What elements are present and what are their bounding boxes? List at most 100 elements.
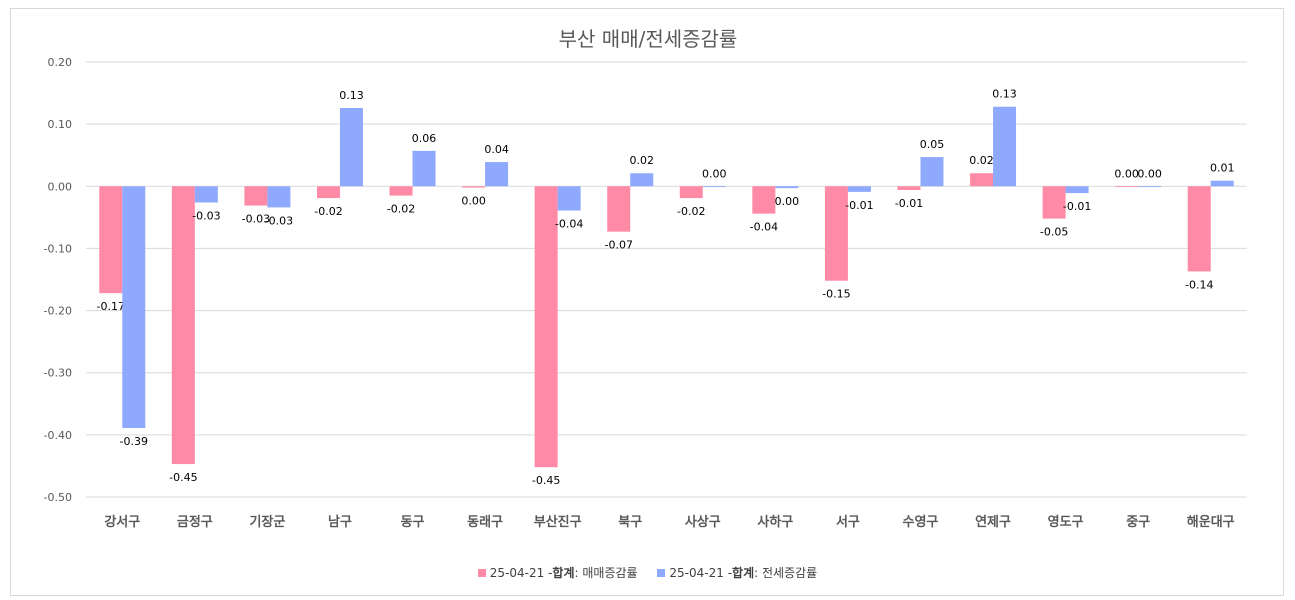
data-label-jeonse: -0.04	[555, 218, 583, 231]
data-label-jeonse: 0.02	[629, 154, 654, 167]
bar-sales	[1115, 186, 1139, 188]
bar-jeonse	[630, 173, 654, 187]
data-label-sales: -0.15	[822, 288, 850, 301]
bar-jeonse	[993, 106, 1017, 187]
data-label-jeonse: -0.01	[845, 199, 873, 212]
legend-suffix-jeonse: : 전세증감률	[754, 566, 818, 580]
x-category-label: 동구	[401, 515, 425, 530]
x-category-label: 기장군	[249, 514, 285, 530]
x-category-label: 수영구	[903, 515, 939, 530]
x-category-label: 사하구	[757, 514, 793, 530]
legend-bold-sales: 합계	[552, 566, 575, 580]
x-category-label: 부산진구	[534, 514, 582, 530]
y-tick-label: -0.20	[44, 305, 72, 318]
data-label-sales: -0.45	[532, 474, 560, 487]
bar-jeonse	[1138, 186, 1162, 188]
data-label-jeonse: 0.13	[992, 88, 1017, 101]
y-tick-label: -0.30	[44, 367, 72, 380]
x-category-label: 사상구	[685, 514, 721, 530]
legend-prefix-jeonse: 25-04-21 -	[669, 565, 733, 580]
x-category-label: 동래구	[467, 515, 503, 530]
legend-item-jeonse: 25-04-21 - 합계 : 전세증감률	[657, 564, 817, 581]
data-label-sales: -0.03	[242, 213, 270, 226]
bar-sales	[534, 186, 558, 468]
y-tick-label: -0.40	[44, 429, 72, 442]
bar-sales	[679, 186, 703, 199]
data-label-jeonse: 0.00	[702, 167, 727, 180]
x-category-label: 강서구	[104, 514, 140, 530]
bar-sales	[462, 186, 486, 188]
legend-prefix-sales: 25-04-21 -	[489, 565, 553, 580]
data-label-sales: -0.02	[314, 205, 342, 218]
data-label-sales: -0.14	[1185, 278, 1213, 291]
data-label-jeonse: 0.06	[412, 132, 437, 145]
bar-sales	[970, 173, 994, 187]
legend: 25-04-21 - 합계 : 매매증감률 25-04-21 - 합계 : 전세…	[0, 564, 1295, 581]
data-label-sales: -0.02	[677, 205, 705, 218]
bar-jeonse	[412, 150, 436, 187]
bar-sales	[171, 186, 195, 465]
data-label-jeonse: 0.01	[1210, 162, 1235, 175]
bar-jeonse	[1210, 180, 1234, 187]
data-label-jeonse: -0.03	[192, 209, 220, 222]
data-label-sales: -0.45	[169, 471, 197, 484]
y-tick-label: 0.00	[48, 180, 73, 193]
x-category-label: 금정구	[177, 514, 213, 530]
bar-jeonse	[122, 186, 146, 429]
chart-frame	[10, 8, 1284, 596]
bar-sales	[99, 186, 123, 294]
legend-item-sales: 25-04-21 - 합계 : 매매증감률	[477, 564, 638, 581]
bar-jeonse	[485, 162, 509, 187]
bar-sales	[1187, 186, 1211, 272]
y-tick-label: 0.10	[48, 118, 73, 131]
bar-jeonse	[1065, 186, 1089, 194]
data-label-jeonse: -0.03	[265, 214, 293, 227]
bar-sales	[244, 186, 268, 206]
y-tick-label: -0.10	[44, 242, 72, 255]
data-label-sales: -0.01	[895, 197, 923, 210]
data-label-jeonse: -0.01	[1063, 200, 1091, 213]
bar-sales	[1042, 186, 1066, 219]
bar-sales	[607, 186, 631, 232]
legend-swatch-jeonse	[657, 568, 666, 577]
data-label-sales: -0.05	[1040, 226, 1068, 239]
x-category-label: 서구	[836, 515, 860, 530]
bar-sales	[824, 186, 848, 281]
data-label-sales: 0.02	[969, 154, 994, 167]
bar-sales	[316, 186, 340, 199]
bar-jeonse	[775, 186, 799, 189]
x-category-label: 영도구	[1048, 515, 1084, 530]
bar-sales	[752, 186, 776, 214]
data-label-jeonse: -0.39	[120, 435, 148, 448]
data-label-sales: 0.00	[1114, 167, 1139, 180]
bar-jeonse	[339, 107, 363, 187]
y-tick-label: 0.20	[48, 56, 73, 69]
x-category-label: 연제구	[975, 515, 1011, 530]
data-label-jeonse: 0.04	[484, 143, 509, 156]
bar-jeonse	[847, 186, 871, 192]
legend-suffix-sales: : 매매증감률	[574, 566, 638, 580]
x-category-label: 중구	[1126, 515, 1150, 530]
data-label-jeonse: 0.13	[339, 89, 364, 102]
data-label-sales: -0.07	[604, 239, 632, 252]
bar-jeonse	[194, 186, 218, 203]
bar-sales	[897, 186, 921, 191]
data-label-sales: -0.02	[387, 203, 415, 216]
data-label-sales: -0.17	[97, 300, 125, 313]
data-label-jeonse: 0.00	[775, 195, 800, 208]
data-label-sales: 0.00	[461, 195, 486, 208]
bar-jeonse	[267, 186, 291, 208]
bar-sales	[389, 186, 413, 196]
legend-swatch-sales	[477, 568, 486, 577]
bar-jeonse	[920, 157, 944, 187]
bar-jeonse	[557, 186, 581, 211]
bar-jeonse	[702, 186, 726, 188]
x-category-label: 북구	[618, 515, 642, 530]
data-label-sales: -0.04	[750, 221, 778, 234]
data-label-jeonse: 0.00	[1137, 167, 1162, 180]
y-tick-label: -0.50	[44, 491, 72, 504]
data-label-jeonse: 0.05	[920, 138, 945, 151]
chart-title: 부산 매매/전세증감률	[559, 27, 738, 51]
legend-bold-jeonse: 합계	[732, 566, 755, 580]
